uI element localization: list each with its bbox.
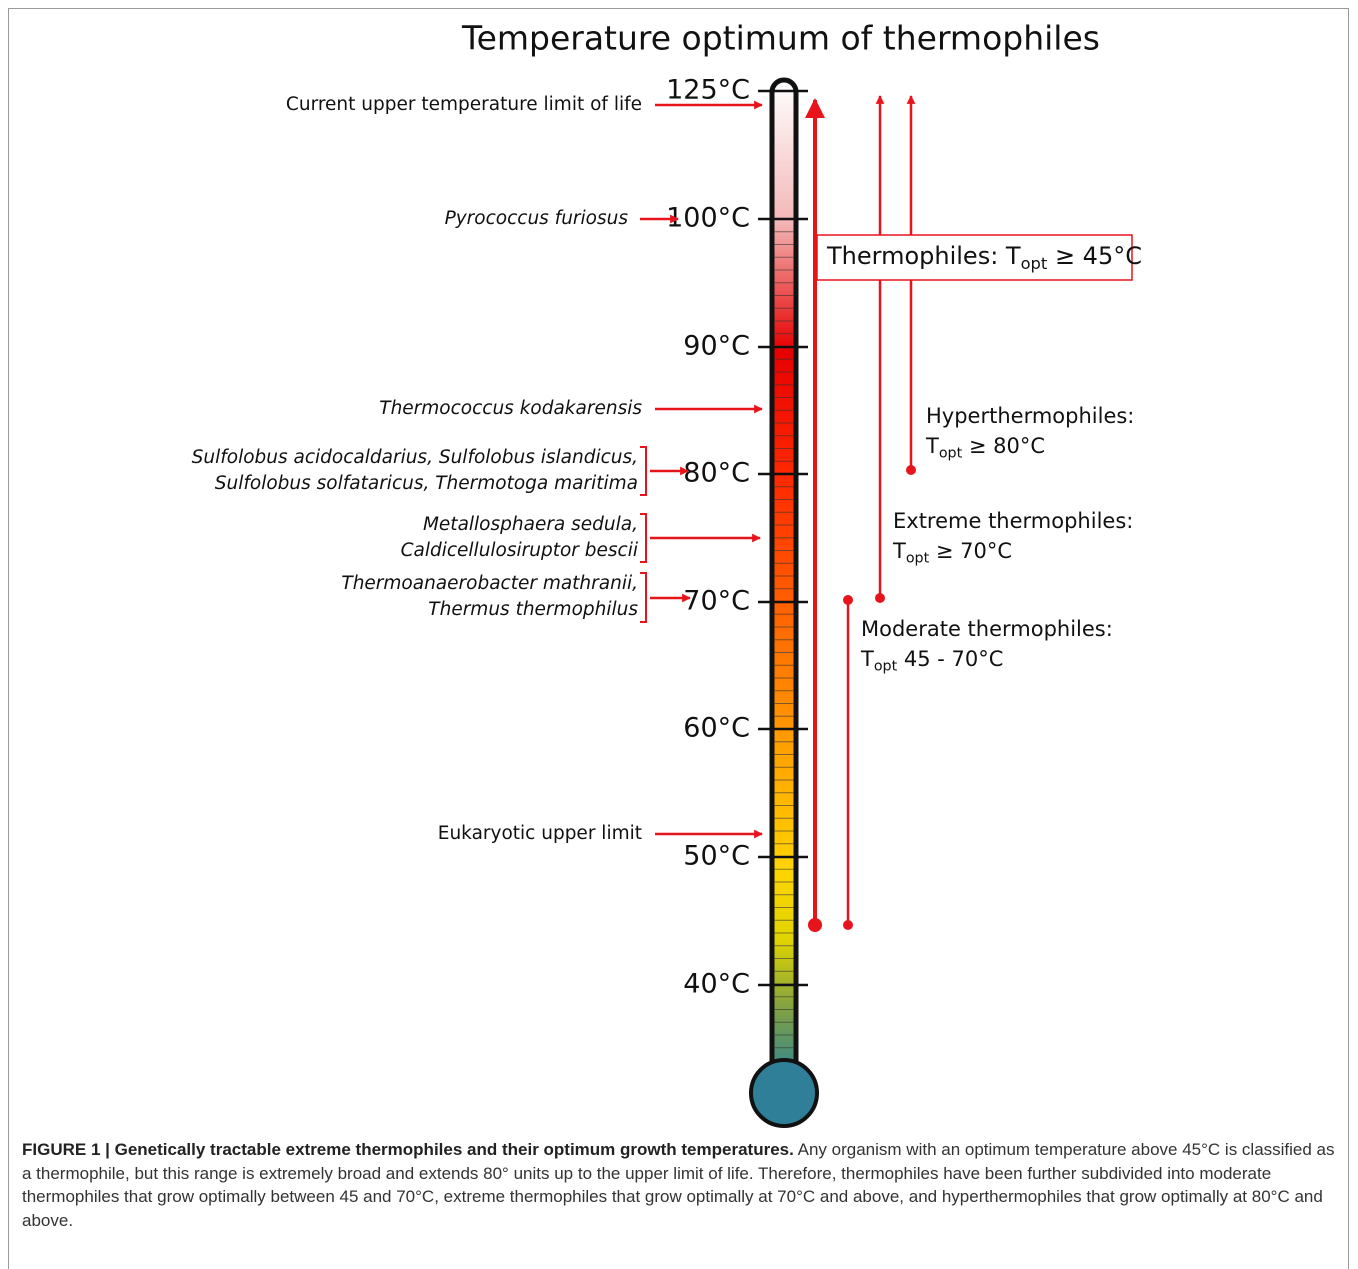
scale-label: 70°C xyxy=(683,586,750,617)
figure: Temperature optimum of thermophiles 125°… xyxy=(192,19,1142,1128)
figure-frame xyxy=(8,8,1349,1269)
thermometer-tube xyxy=(769,77,799,1083)
annotation: Current upper temperature limit of life xyxy=(286,94,642,115)
annotation: Eukaryotic upper limit xyxy=(438,823,642,844)
thermometer-bulb xyxy=(749,1058,819,1128)
annotation: Thermococcus kodakarensis xyxy=(379,398,642,419)
title: Temperature optimum of thermophiles xyxy=(461,19,1100,58)
subscript-label: Topt ≥ 70°C xyxy=(892,539,1012,566)
group-name: Moderate thermophiles: xyxy=(861,617,1113,641)
range-dot xyxy=(875,593,885,603)
annotation: Thermoanaerobacter mathranii, xyxy=(341,573,638,594)
range-dot xyxy=(843,920,853,930)
annotation: Thermus thermophilus xyxy=(428,599,638,620)
range-dot xyxy=(843,595,853,605)
subscript-label: Topt ≥ 80°C xyxy=(925,434,1045,461)
group-name: Hyperthermophiles: xyxy=(926,404,1134,428)
scale-label: 90°C xyxy=(683,331,750,362)
scale-label: 60°C xyxy=(683,713,750,744)
scale-label: 80°C xyxy=(683,458,750,489)
label-part: ≥ 70°C xyxy=(929,539,1012,563)
group-name: Extreme thermophiles: xyxy=(893,509,1133,533)
thermophiles-box xyxy=(816,234,1133,281)
label-part: 45 - 70°C xyxy=(897,647,1003,671)
annotation: Pyrococcus furiosus xyxy=(445,208,629,229)
label-part: T xyxy=(860,647,874,671)
scale-label: 125°C xyxy=(666,75,750,106)
subscript-label: Thermophiles: Topt ≥ 45°C xyxy=(826,242,1142,273)
bracket xyxy=(640,572,647,623)
scale-label: 40°C xyxy=(683,969,750,1000)
label-part: ≥ 80°C xyxy=(962,434,1045,458)
annotation: Sulfolobus acidocaldarius, Sulfolobus is… xyxy=(192,447,638,468)
label-subscript: opt xyxy=(1021,254,1048,273)
bracket xyxy=(640,513,647,563)
label-part: Thermophiles: T xyxy=(826,242,1021,270)
label-part: T xyxy=(925,434,939,458)
subscript-label: Topt 45 - 70°C xyxy=(860,647,1003,674)
caption-text: Any organism with an optimum temperature… xyxy=(22,1140,1335,1230)
scale-label: 100°C xyxy=(666,203,750,234)
label-subscript: opt xyxy=(874,658,898,674)
arrow-dot xyxy=(808,918,822,932)
label-subscript: opt xyxy=(939,445,963,461)
caption-heading: FIGURE 1 | Genetically tractable extreme… xyxy=(22,1140,794,1159)
annotation: Metallosphaera sedula, xyxy=(423,514,638,535)
label-subscript: opt xyxy=(906,550,930,566)
caption: FIGURE 1 | Genetically tractable extreme… xyxy=(22,1138,1342,1232)
annotation: Caldicellulosiruptor bescii xyxy=(401,540,639,561)
scale-label: 50°C xyxy=(683,841,750,872)
annotation: Sulfolobus solfataricus, Thermotoga mari… xyxy=(215,473,638,494)
bracket xyxy=(640,446,647,496)
range-dot xyxy=(906,465,916,475)
label-part: T xyxy=(892,539,906,563)
label-part: ≥ 45°C xyxy=(1047,242,1142,270)
